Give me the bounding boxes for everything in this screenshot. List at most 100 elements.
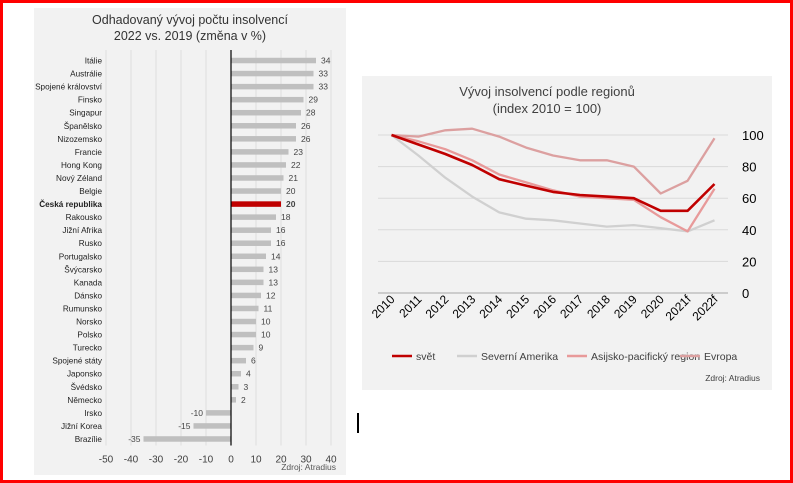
bar-x-tick-label: 40 <box>325 455 337 466</box>
bar-value-label: -10 <box>191 408 204 418</box>
line-x-tick-label: 2010 <box>369 292 398 321</box>
bar-x-tick-label: 20 <box>275 455 287 466</box>
bar <box>231 344 254 351</box>
bar-category-label: Španělsko <box>64 121 103 131</box>
bar <box>231 370 241 377</box>
bar-value-label: 33 <box>319 69 329 79</box>
bar-value-label: 13 <box>269 277 279 287</box>
line-x-tick-label: 2017 <box>557 292 586 321</box>
bar <box>231 57 316 64</box>
bar-category-label: Nový Zéland <box>56 174 102 183</box>
bar <box>231 384 239 390</box>
bar <box>231 175 284 181</box>
bar-category-label: Rakousko <box>66 213 103 222</box>
bar-category-label: Norsko <box>76 318 102 327</box>
bar-x-tick-label: -40 <box>124 455 139 466</box>
bar <box>231 357 246 364</box>
line-y-tick-label: 60 <box>742 191 756 206</box>
bar <box>231 279 264 286</box>
bar-x-tick-label: 10 <box>250 455 262 466</box>
bar <box>231 109 301 116</box>
line-x-tick-label: 2015 <box>503 292 532 321</box>
bar-value-label: 10 <box>261 330 271 340</box>
line-y-tick-label: 80 <box>742 160 756 175</box>
bar-value-label: 20 <box>286 199 296 209</box>
bar-x-tick-label: -20 <box>174 455 189 466</box>
bar-category-label: Dánsko <box>74 291 102 300</box>
line-y-tick-label: 0 <box>742 286 749 301</box>
bar-value-label: 2 <box>241 395 246 405</box>
bar-value-label: -35 <box>128 434 141 444</box>
bar <box>231 70 314 77</box>
bar <box>231 214 276 220</box>
line-x-tick-label: 2021f <box>663 292 695 324</box>
bar-category-label: Jižní Korea <box>61 422 102 431</box>
line-series-0 <box>391 133 716 213</box>
bar-category-label: Finsko <box>78 96 103 105</box>
bar-category-label: Brazílie <box>75 435 103 444</box>
line-x-tick-label: 2012 <box>423 292 452 321</box>
bar-value-label: -15 <box>178 421 191 431</box>
bar-category-label: Singapur <box>69 109 102 118</box>
bar <box>231 292 261 299</box>
bar-chart-title-line-2: 2022 vs. 2019 (změna v %) <box>114 29 266 43</box>
bar-category-label: Spojené státy <box>52 357 103 366</box>
bar <box>206 410 231 416</box>
bar-value-label: 21 <box>289 173 299 183</box>
bar-x-tick-label: 0 <box>228 455 234 466</box>
line-series-1 <box>390 134 715 233</box>
bar-value-label: 6 <box>251 356 256 366</box>
text-cursor-mark <box>357 413 359 433</box>
bar <box>193 423 231 429</box>
line-chart-source: Zdroj: Atradius <box>705 373 760 383</box>
bar <box>143 436 231 442</box>
bar <box>231 266 264 273</box>
bar <box>231 83 314 90</box>
bar <box>231 253 266 260</box>
bar-category-label: Portugalsko <box>59 252 103 261</box>
bar-x-tick-label: -10 <box>199 455 214 466</box>
bar-value-label: 18 <box>281 212 291 222</box>
bar-value-label: 14 <box>271 251 281 261</box>
line-x-tick-label: 2020 <box>638 292 667 321</box>
line-x-tick-label: 2014 <box>476 292 505 321</box>
bar-value-label: 20 <box>286 186 296 196</box>
bar-category-label: Německo <box>67 396 102 405</box>
line-y-tick-label: 20 <box>742 254 756 269</box>
legend-label: Evropa <box>704 351 737 363</box>
legend-label: svět <box>416 351 435 363</box>
bar-category-label: Nizozemsko <box>57 135 102 144</box>
bar-category-label: Kanada <box>74 278 103 287</box>
insolvency-change-chart: Odhadovaný vývoj počtu insolvencí 2022 v… <box>34 8 346 475</box>
bar <box>231 136 296 142</box>
bar-category-label: Austrálie <box>70 70 102 79</box>
bar-category-label: Švýcarsko <box>64 264 102 274</box>
bar-category-label: Polsko <box>77 331 102 340</box>
bar <box>231 201 281 207</box>
bar-category-label: Rumunsko <box>63 304 103 313</box>
line-x-tick-label: 2022f <box>690 292 722 324</box>
bar-value-label: 22 <box>291 160 301 170</box>
bar-chart-svg: Odhadovaný vývoj počtu insolvencí 2022 v… <box>35 13 337 472</box>
line-x-tick-label: 2019 <box>611 292 640 321</box>
bar-value-label: 23 <box>294 147 304 157</box>
line-chart-title-line-2: (index 2010 = 100) <box>493 101 602 116</box>
bar-x-tick-label: -30 <box>149 455 164 466</box>
bar <box>231 397 236 403</box>
bar <box>231 331 256 338</box>
line-y-tick-label: 40 <box>742 223 756 238</box>
bar <box>231 162 286 168</box>
bar-category-label: Francie <box>75 148 103 157</box>
line-x-tick-label: 2018 <box>584 292 613 321</box>
bar-value-label: 3 <box>244 382 249 392</box>
bar <box>231 149 289 155</box>
bar-value-label: 33 <box>319 82 329 92</box>
bar-x-tick-label: -50 <box>99 455 114 466</box>
line-series-3 <box>391 127 716 195</box>
bar-value-label: 4 <box>246 369 251 379</box>
bar-category-label: Rusko <box>79 239 103 248</box>
line-series-2 <box>391 133 716 233</box>
bar-value-label: 16 <box>276 225 286 235</box>
bar <box>231 188 281 194</box>
